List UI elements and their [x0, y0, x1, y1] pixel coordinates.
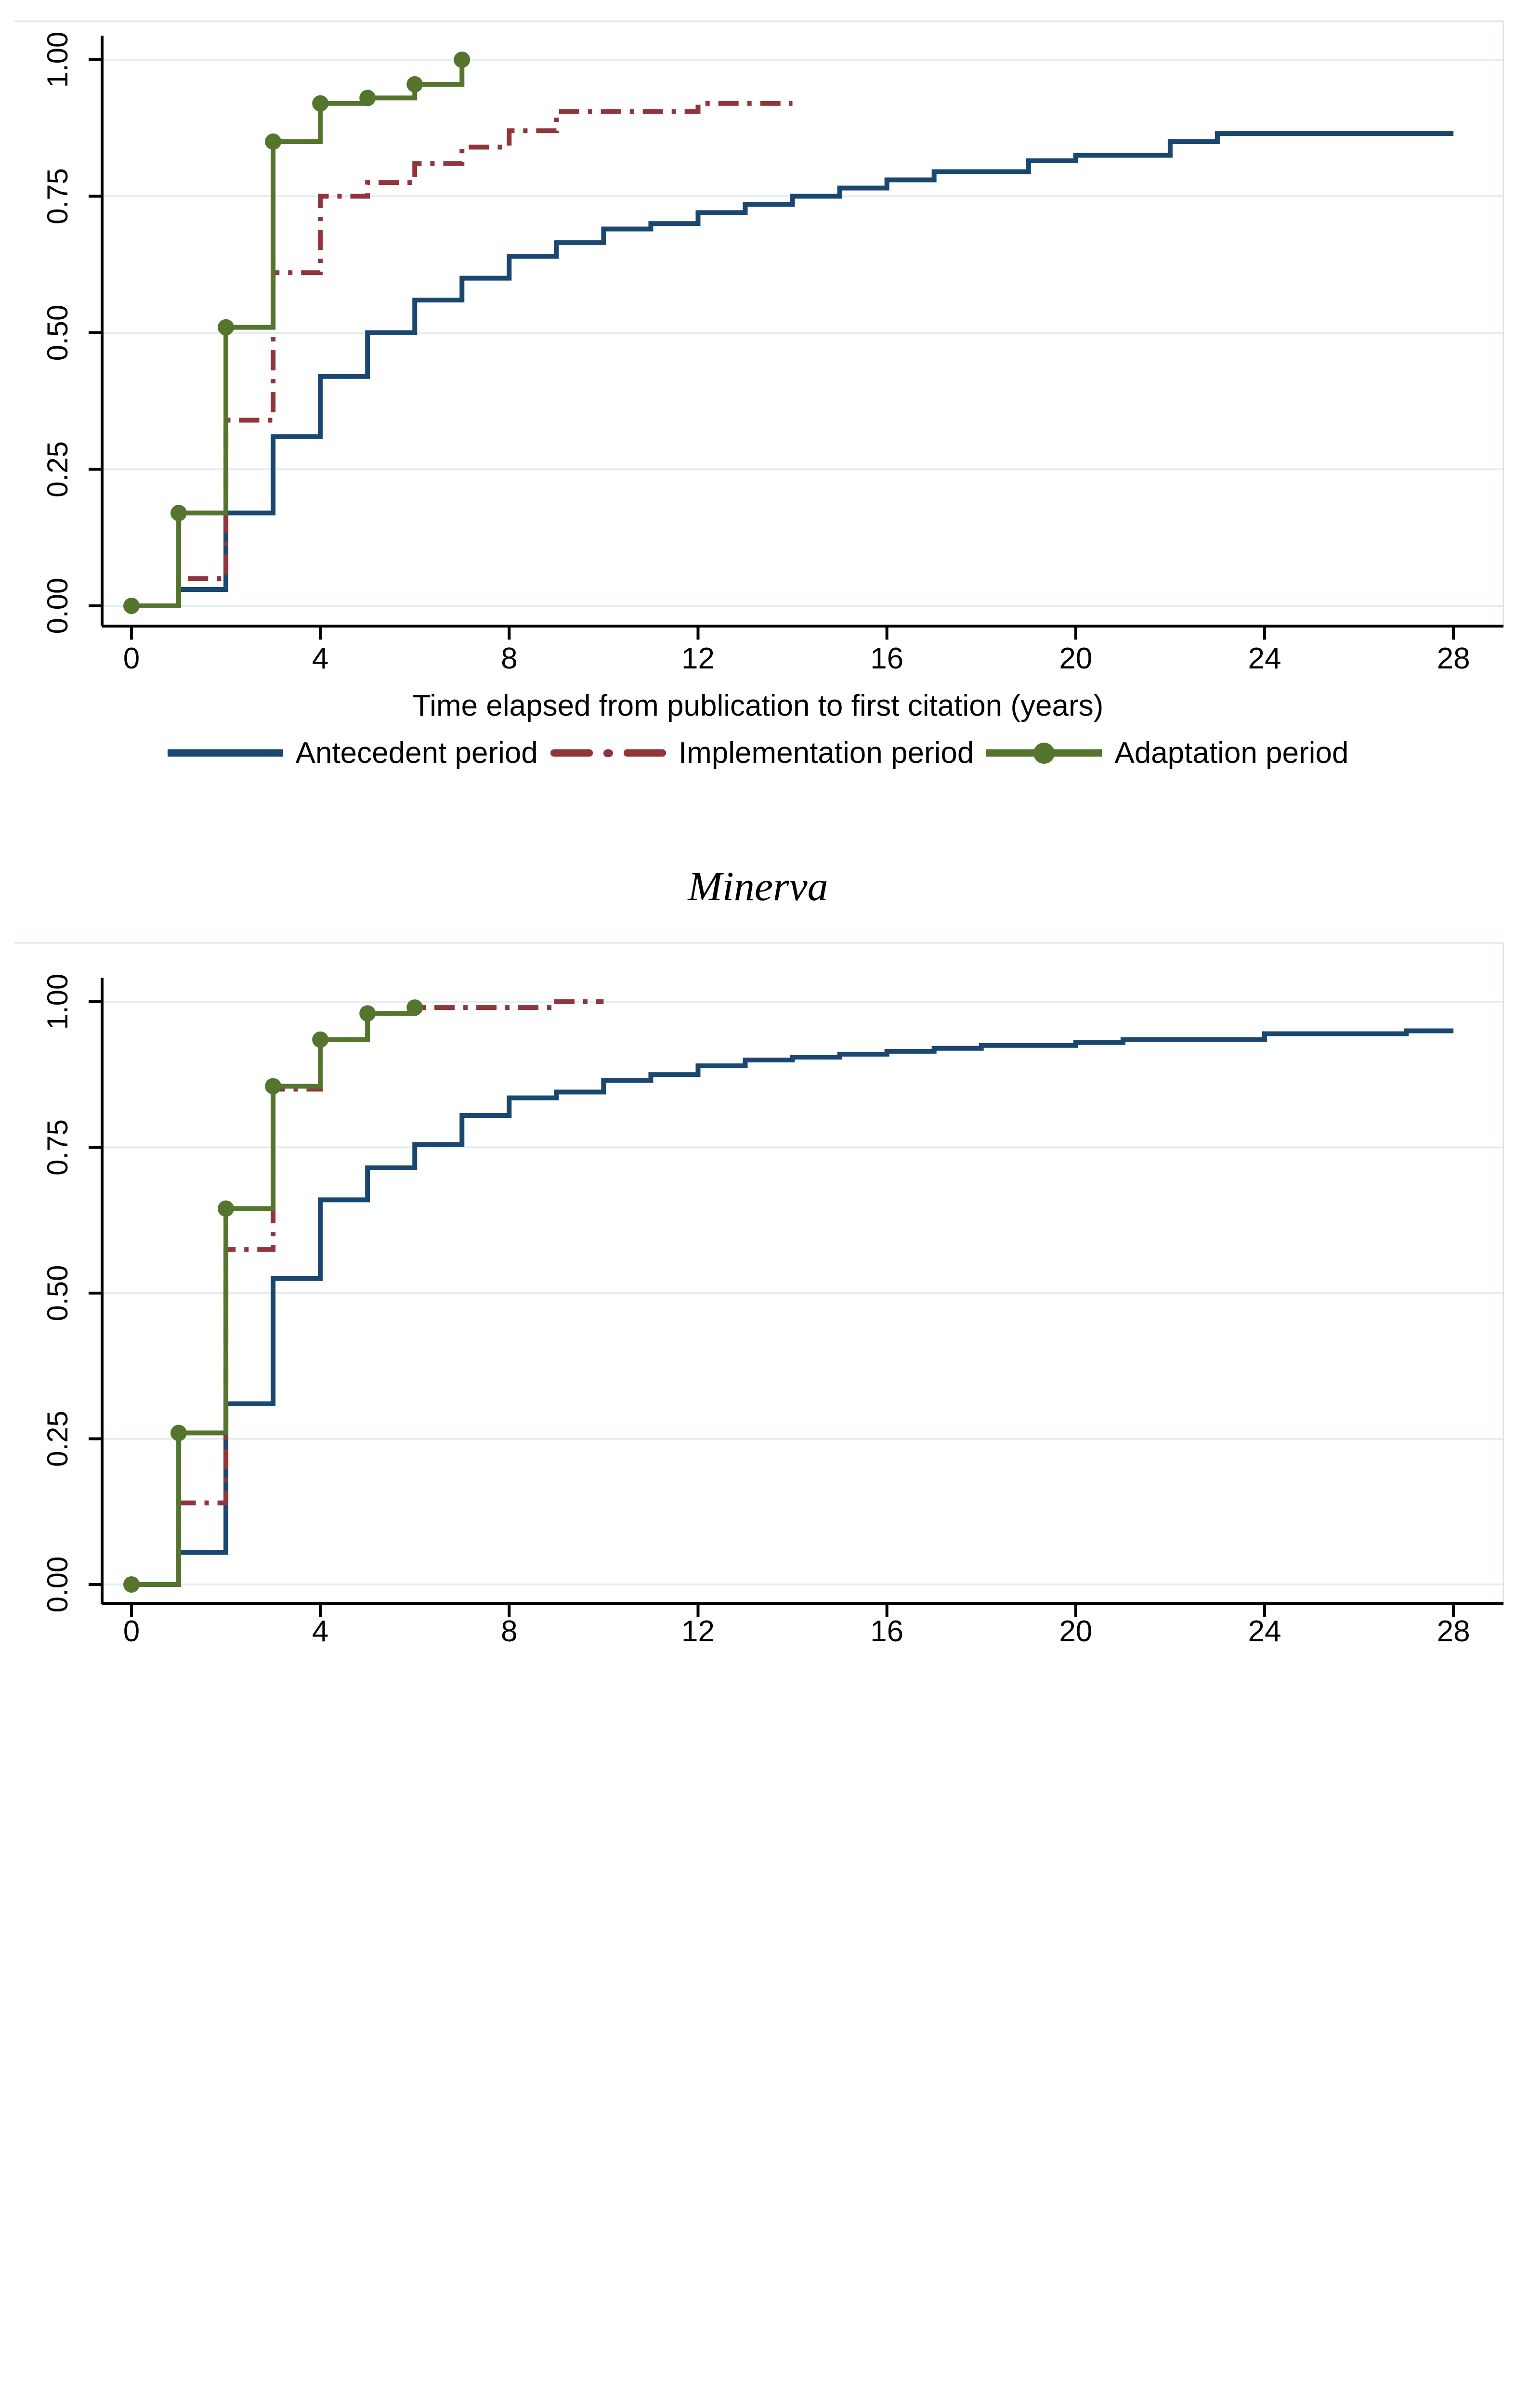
x-tick-label: 28 — [1437, 1615, 1470, 1648]
adaptation-marker — [312, 1031, 329, 1048]
y-tick-label: 0.00 — [41, 1557, 74, 1613]
y-tick-label: 0.75 — [41, 168, 74, 224]
implementation-line-swatch — [550, 742, 666, 764]
adaptation-marker — [218, 319, 235, 336]
legend-label-implementation: Implementation period — [678, 736, 974, 770]
legend-label-adaptation: Adaptation period — [1114, 736, 1349, 770]
implementation-curve — [131, 999, 604, 1587]
minerva-figure: 0.00 0.25 0.50 0.75 1.00 0 4 8 12 16 20 24 28 Time e… — [0, 0, 1516, 923]
adaptation-marker — [406, 76, 423, 93]
y-tick-label: 1.00 — [41, 974, 74, 1030]
adaptation-marker — [218, 1200, 235, 1217]
x-axis-label: Time elapsed from publication to first c… — [412, 689, 1104, 722]
adaptation-marker — [265, 1078, 282, 1095]
antecedent-curve — [131, 131, 1454, 608]
adaptation-marker — [170, 505, 187, 522]
adaptation-marker — [123, 1576, 140, 1593]
adaptation-marker — [123, 598, 140, 614]
page: { "colors": { "background": "#ffffff", "… — [0, 0, 1516, 1847]
antecedent-line-swatch — [167, 742, 283, 764]
y-tick-label: 1.00 — [41, 32, 74, 88]
antecedent-curve — [131, 1028, 1454, 1587]
x-tick-label: 0 — [123, 642, 140, 675]
adaptation-marker — [454, 52, 470, 68]
x-tick-label: 12 — [681, 1615, 715, 1648]
y-tick-label: 0.50 — [41, 1265, 74, 1322]
x-tick-label: 8 — [501, 1615, 517, 1648]
minerva-plot: 0.00 0.25 0.50 0.75 1.00 0 4 8 12 16 20 24 28 — [14, 20, 1504, 675]
x-tick-label: 12 — [681, 642, 715, 675]
legend-item-antecedent: Antecedent period — [167, 736, 538, 770]
chart-title-minerva: Minerva — [688, 863, 828, 909]
adaptation-marker — [406, 999, 423, 1016]
implementation-curve — [131, 101, 793, 608]
y-tick-label: 0.50 — [41, 305, 74, 361]
x-tick-label: 16 — [870, 1615, 903, 1648]
adaptation-marker — [312, 95, 329, 112]
x-tick-label: 4 — [312, 642, 328, 675]
she-plot: 0.00 0.25 0.50 0.75 1.00 0 4 8 12 16 20 24 28 — [14, 942, 1504, 1648]
y-tick-label: 0.00 — [41, 578, 74, 634]
x-tick-label: 0 — [123, 1615, 140, 1648]
y-tick-label: 0.25 — [41, 441, 74, 497]
x-tick-label: 20 — [1059, 642, 1092, 675]
x-tick-label: 24 — [1248, 642, 1281, 675]
adaptation-marker — [359, 1005, 376, 1022]
adaptation-marker — [359, 90, 376, 106]
adaptation-marker — [265, 133, 282, 150]
x-tick-label: 24 — [1248, 1615, 1281, 1648]
x-tick-label: 4 — [312, 1615, 328, 1648]
x-tick-label: 8 — [501, 642, 517, 675]
adaptation-marker — [170, 1425, 187, 1441]
x-tick-label: 20 — [1059, 1615, 1092, 1648]
legend-item-adaptation: Adaptation period — [986, 736, 1348, 770]
y-tick-label: 0.75 — [41, 1119, 74, 1176]
legend-label-antecedent: Antecedent period — [295, 736, 538, 770]
legend: Antecedent period Implementation period … — [0, 736, 1516, 770]
x-tick-label: 28 — [1437, 642, 1470, 675]
x-tick-label: 16 — [870, 642, 903, 675]
y-tick-label: 0.25 — [41, 1411, 74, 1467]
adaptation-line-swatch — [986, 742, 1102, 764]
legend-item-implementation: Implementation period — [550, 736, 974, 770]
